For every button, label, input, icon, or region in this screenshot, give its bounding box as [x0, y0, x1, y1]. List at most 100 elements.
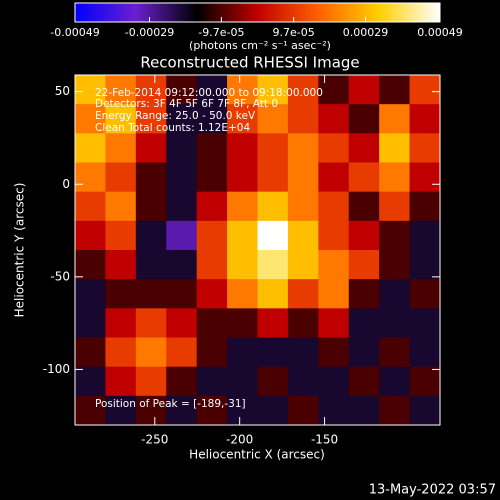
y-tick-label: -50 — [50, 269, 70, 283]
heat-cell — [318, 337, 350, 368]
heat-cell — [75, 308, 106, 338]
heat-cell — [257, 162, 289, 193]
heat-cell — [287, 191, 319, 222]
heat-cell — [105, 337, 137, 368]
annotation: 22-Feb-2014 09:12:00.000 to 09:18:00.000 — [95, 87, 323, 99]
heat-cell — [409, 395, 441, 426]
heat-cell — [379, 366, 411, 397]
heat-cell — [166, 250, 198, 280]
heat-cell — [75, 220, 106, 251]
heat-cell — [105, 133, 137, 163]
heat-cell — [196, 308, 228, 338]
heat-cell — [348, 220, 380, 251]
heat-cell — [196, 337, 228, 368]
chart-title: Reconstructed RHESSI Image — [140, 54, 359, 72]
heat-cell — [105, 104, 137, 134]
colorbar-tick-label: -0.00029 — [125, 26, 174, 39]
heat-cell — [257, 308, 289, 338]
heat-cell — [318, 104, 350, 134]
heat-cell — [287, 220, 319, 251]
heat-cell — [318, 366, 350, 397]
heat-cell — [348, 250, 380, 280]
heat-cell — [105, 220, 137, 251]
y-axis-label: Heliocentric Y (arcsec) — [13, 183, 27, 318]
heat-cell — [227, 220, 258, 251]
heat-cell — [105, 308, 137, 338]
heat-cell — [287, 75, 319, 105]
heat-cell — [166, 133, 198, 163]
heat-cell — [196, 279, 228, 309]
heat-cell — [348, 395, 380, 426]
heat-cell — [257, 220, 289, 251]
heat-cell — [257, 133, 289, 163]
heat-cell — [75, 366, 106, 397]
timestamp: 13-May-2022 03:57 — [369, 483, 496, 498]
colorbar-label: (photons cm⁻² s⁻¹ asec⁻²) — [189, 39, 331, 52]
peak-label: Position of Peak = [-189,-31] — [95, 398, 246, 410]
heat-cell — [196, 104, 228, 134]
heat-cell — [135, 162, 167, 193]
heat-cell — [75, 279, 106, 309]
heat-cell — [196, 395, 228, 426]
heat-cell — [135, 75, 167, 105]
heat-cell — [287, 279, 319, 309]
colorbar-tick-label: -9.7e-05 — [198, 26, 244, 39]
heat-cell — [287, 250, 319, 280]
heat-cell — [318, 191, 350, 222]
heat-cell — [75, 395, 106, 426]
heat-cell — [409, 162, 441, 193]
heat-cell — [409, 191, 441, 222]
heat-cell — [257, 250, 289, 280]
heat-cell — [227, 162, 258, 193]
heat-cell — [379, 162, 411, 193]
x-tick-label: -200 — [226, 433, 253, 447]
heat-cell — [135, 191, 167, 222]
heat-cell — [348, 75, 380, 105]
heat-cell — [196, 366, 228, 397]
heat-cell — [318, 250, 350, 280]
heat-cell — [379, 279, 411, 309]
annotation: Energy Range: 25.0 - 50.0 keV — [95, 110, 256, 122]
heat-cell — [75, 75, 106, 105]
heat-cell — [318, 279, 350, 309]
heat-cell — [257, 104, 289, 134]
heat-cell — [135, 279, 167, 309]
heat-cell — [227, 104, 258, 134]
heat-cell — [135, 395, 167, 426]
heat-cell — [379, 191, 411, 222]
colorbar-tick-label: -0.00049 — [50, 26, 99, 39]
heat-cell — [348, 104, 380, 134]
heat-cell — [409, 366, 441, 397]
heat-cell — [75, 250, 106, 280]
heat-cell — [166, 75, 198, 105]
heat-cell — [227, 191, 258, 222]
heat-cell — [227, 133, 258, 163]
heat-cell — [135, 133, 167, 163]
heat-cell — [196, 250, 228, 280]
heat-cell — [75, 337, 106, 368]
colorbar-tick-label: 9.7e-05 — [273, 26, 315, 39]
heat-cell — [166, 220, 198, 251]
heat-cell — [257, 279, 289, 309]
heat-cell — [287, 104, 319, 134]
annotation: Clean Total counts: 1.12E+04 — [95, 122, 250, 134]
heat-cell — [166, 308, 198, 338]
heat-cell — [318, 395, 350, 426]
heat-cell — [105, 250, 137, 280]
heat-cell — [409, 220, 441, 251]
heat-cell — [75, 191, 106, 222]
heat-cell — [348, 133, 380, 163]
heat-cell — [409, 308, 441, 338]
heat-cell — [196, 191, 228, 222]
y-tick-label: 0 — [62, 177, 70, 191]
heat-cell — [196, 162, 228, 193]
heat-cell — [409, 133, 441, 163]
heat-cell — [318, 133, 350, 163]
heat-cell — [257, 191, 289, 222]
heat-cell — [348, 337, 380, 368]
heat-cell — [135, 308, 167, 338]
heat-cell — [227, 250, 258, 280]
heat-cell — [166, 279, 198, 309]
heat-cell — [227, 366, 258, 397]
